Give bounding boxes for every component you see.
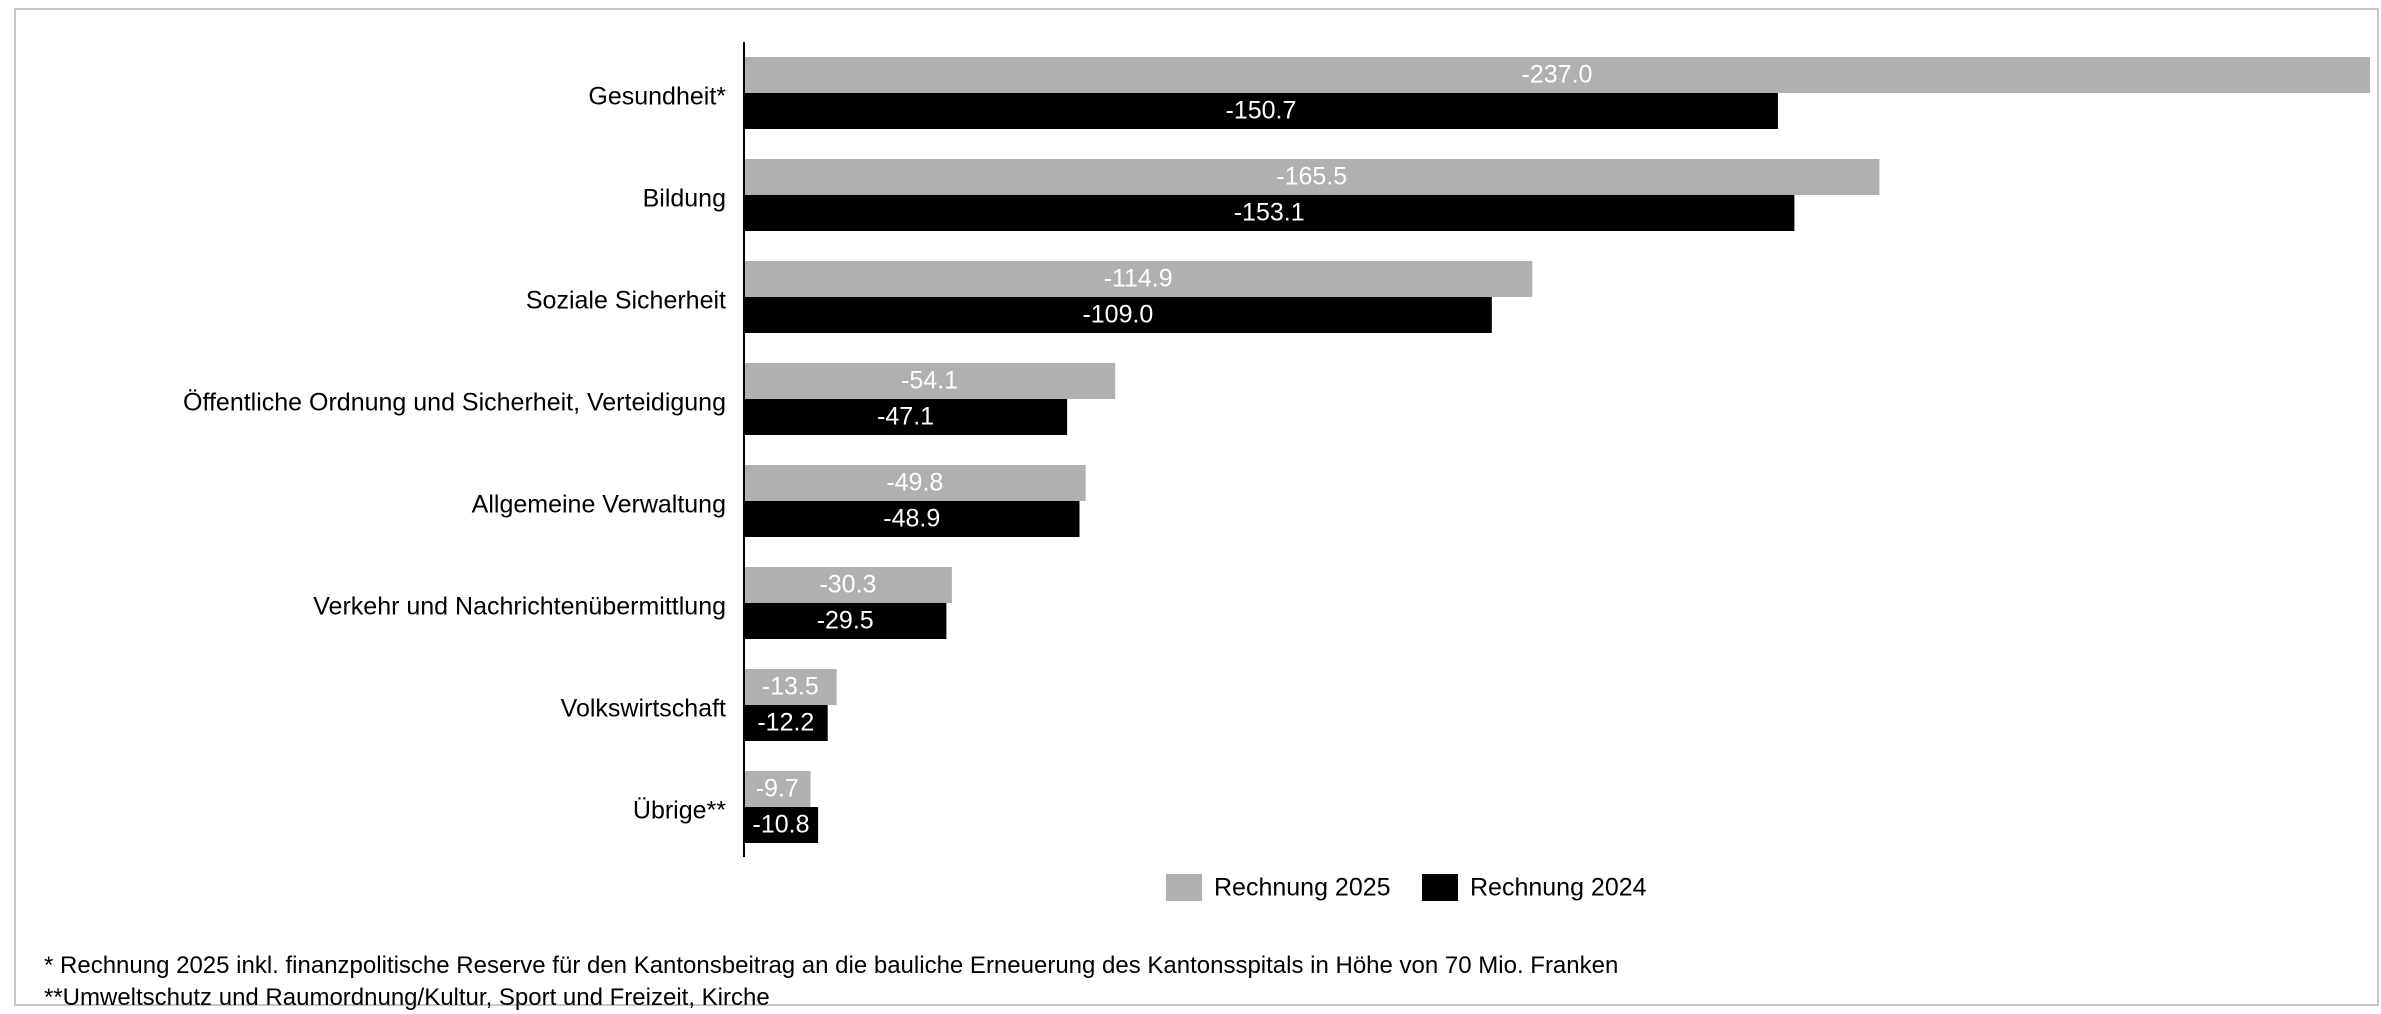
data-label: -109.0 <box>1082 301 1153 329</box>
bar-series-2 <box>744 297 1492 333</box>
footnote-1: * Rechnung 2025 inkl. finanzpolitische R… <box>44 952 1619 979</box>
bar-series-1 <box>744 159 1880 195</box>
category-label: Öffentliche Ordnung und Sicherheit, Vert… <box>183 389 726 417</box>
bar-series-2 <box>744 93 1778 129</box>
data-label: -114.9 <box>1104 265 1173 293</box>
bar-series-1 <box>744 465 1086 501</box>
footnote-2: **Umweltschutz und Raumordnung/Kultur, S… <box>44 984 770 1011</box>
data-label: -54.1 <box>901 367 958 395</box>
bar-series-2 <box>744 501 1080 537</box>
category-label: Allgemeine Verwaltung <box>472 491 726 519</box>
bar-series-1 <box>744 567 952 603</box>
bar-series-2 <box>744 195 1795 231</box>
bar-series-2 <box>744 705 828 741</box>
bar-series-2 <box>744 603 947 639</box>
category-label: Volkswirtschaft <box>561 695 726 723</box>
data-label: -29.5 <box>817 607 874 635</box>
data-label: -153.1 <box>1234 199 1305 227</box>
category-label: Übrige** <box>633 797 726 825</box>
legend-label: Rechnung 2024 <box>1470 874 1647 902</box>
bar-series-1 <box>744 771 811 807</box>
bar-series-1 <box>744 363 1116 399</box>
bar-series-2 <box>744 399 1068 435</box>
data-label: -49.8 <box>886 469 943 497</box>
data-label: -237.0 <box>1522 61 1593 89</box>
category-label: Bildung <box>643 185 726 213</box>
data-label: -47.1 <box>877 403 934 431</box>
data-label: -10.8 <box>753 811 810 839</box>
data-label: -30.3 <box>819 571 876 599</box>
data-label: -13.5 <box>762 673 819 701</box>
category-label: Verkehr und Nachrichtenübermittlung <box>313 593 726 621</box>
category-label: Soziale Sicherheit <box>526 287 726 315</box>
data-label: -9.7 <box>756 775 799 803</box>
bar-chart: Gesundheit* -237.0 -150.7 Bildung -165.5 -153… <box>183 42 2370 902</box>
bar-series-1 <box>744 57 2370 93</box>
footnotes: * Rechnung 2025 inkl. finanzpolitische R… <box>44 950 2374 1014</box>
data-label: -165.5 <box>1276 163 1347 191</box>
legend-swatch <box>1422 874 1458 901</box>
chart-frame: Gesundheit* -237.0 -150.7 Bildung -165.5 -153… <box>14 8 2379 1011</box>
data-label: -48.9 <box>883 505 940 533</box>
legend-label: Rechnung 2025 <box>1214 874 1391 902</box>
legend-swatch <box>1166 874 1202 901</box>
data-label: -150.7 <box>1226 97 1297 125</box>
bar-series-1 <box>744 261 1533 297</box>
bar-series-1 <box>744 669 837 705</box>
data-label: -12.2 <box>757 709 814 737</box>
category-label: Gesundheit* <box>588 83 726 111</box>
bar-series-2 <box>744 807 819 843</box>
